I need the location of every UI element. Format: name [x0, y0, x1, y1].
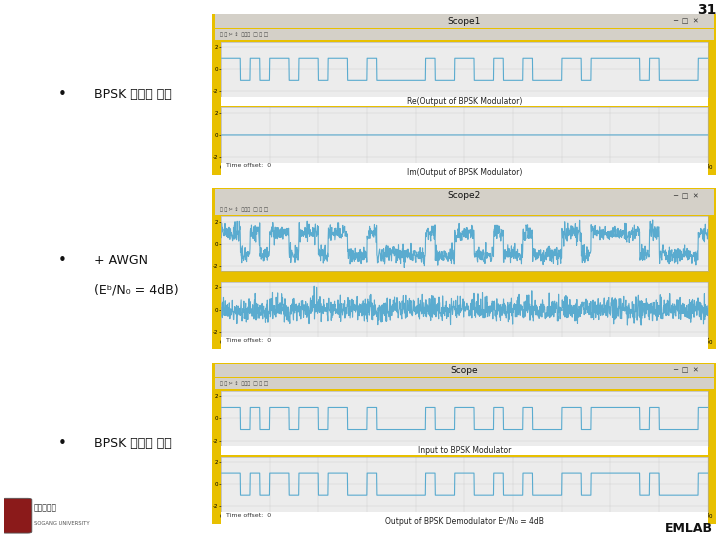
- Text: 31: 31: [697, 3, 716, 17]
- Text: Im(Output of BPSK Modulator): Im(Output of BPSK Modulator): [407, 168, 522, 177]
- Text: (Eᵇ/N₀ = 4dB): (Eᵇ/N₀ = 4dB): [94, 284, 179, 297]
- Text: BPSK 복조된 파형: BPSK 복조된 파형: [94, 437, 171, 450]
- Text: Time offset:  0: Time offset: 0: [226, 512, 271, 518]
- Text: Time offset:  0: Time offset: 0: [226, 164, 271, 168]
- Text: + AWGN: + AWGN: [94, 254, 148, 267]
- Text: ─  □  ✕: ─ □ ✕: [673, 193, 699, 199]
- Text: •: •: [58, 436, 66, 451]
- Text: Re(Output of BPSK Modulator): Re(Output of BPSK Modulator): [407, 97, 522, 106]
- Text: Output of BPSK Demodulator Eᵇ/N₀ = 4dB: Output of BPSK Demodulator Eᵇ/N₀ = 4dB: [385, 517, 544, 526]
- Text: •: •: [58, 86, 66, 102]
- Text: Scope: Scope: [451, 366, 478, 375]
- Text: 🖨 🔎 ✂ ↕  ⬛⬛⬛  □ ⬛ □: 🖨 🔎 ✂ ↕ ⬛⬛⬛ □ ⬛ □: [220, 32, 268, 37]
- Text: •: •: [58, 253, 66, 268]
- FancyBboxPatch shape: [1, 498, 32, 533]
- Text: ─  □  ✕: ─ □ ✕: [673, 18, 699, 24]
- Text: BPSK 변조된 파형: BPSK 변조된 파형: [94, 87, 171, 100]
- Text: 🖨 🔎 ✂ ↕  ⬛⬛⬛  □ ⬛ □: 🖨 🔎 ✂ ↕ ⬛⬛⬛ □ ⬛ □: [220, 206, 268, 212]
- Text: EMLAB: EMLAB: [665, 522, 713, 535]
- Text: 🖨 🔎 ✂ ↕  ⬛⬛⬛  □ ⬛ □: 🖨 🔎 ✂ ↕ ⬛⬛⬛ □ ⬛ □: [220, 381, 268, 386]
- Text: Time offset:  0: Time offset: 0: [226, 338, 271, 343]
- Text: Scope1: Scope1: [448, 17, 481, 26]
- Text: 서강대학교: 서강대학교: [34, 504, 57, 512]
- Text: Input to BPSK Modulator: Input to BPSK Modulator: [418, 446, 511, 455]
- Text: SOGANG UNIVERSITY: SOGANG UNIVERSITY: [34, 521, 89, 526]
- Text: Scope2: Scope2: [448, 191, 481, 200]
- Text: ─  □  ✕: ─ □ ✕: [673, 367, 699, 373]
